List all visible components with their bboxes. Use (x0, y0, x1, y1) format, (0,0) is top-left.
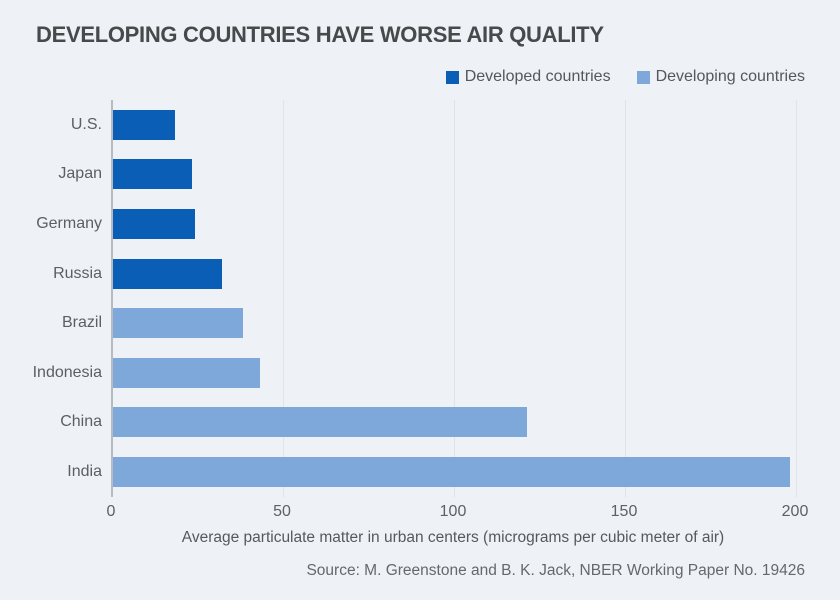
category-label: Germany (36, 214, 102, 232)
x-tick-label-200: 200 (781, 503, 809, 520)
source-note: Source: M. Greenstone and B. K. Jack, NB… (306, 562, 805, 579)
category-label: India (67, 462, 102, 480)
bar-japan (113, 159, 192, 190)
category-label: Russia (53, 264, 102, 282)
bar-row-us: U.S. (71, 100, 797, 150)
gridline-100 (454, 100, 455, 497)
bar-row-china: China (60, 398, 797, 448)
category-label: Indonesia (32, 363, 102, 381)
legend-item-developed: Developed countries (445, 68, 611, 86)
bar-rows: U.S. Japan Germany Russia Brazil Indonesia Chi… (33, 100, 797, 497)
bar-row-germany: Germany (36, 199, 797, 249)
category-label: Japan (58, 165, 102, 183)
legend: Developed countries Developing countries (445, 68, 805, 86)
bar-india (113, 456, 791, 487)
x-axis-label: Average particulate matter in urban cent… (181, 529, 725, 546)
category-label: Brazil (61, 314, 102, 332)
x-tick-label-0: 0 (106, 503, 116, 520)
bar-indonesia (113, 357, 261, 388)
bar-russia (113, 258, 223, 289)
legend-label-developed: Developed countries (464, 68, 611, 85)
legend-label-developing: Developing countries (655, 68, 805, 85)
x-axis-ticks: 0 50 100 150 200 (107, 503, 809, 521)
x-tick-label-50: 50 (273, 503, 291, 520)
bar-germany (113, 208, 196, 239)
bar-brazil (113, 308, 243, 339)
x-tick-label-150: 150 (610, 503, 638, 520)
plot-area: U.S. Japan Germany Russia Brazil Indonesia Chi… (33, 100, 797, 497)
legend-item-developing: Developing countries (636, 68, 805, 86)
gridline-200 (796, 100, 797, 497)
x-tick-label-100: 100 (439, 503, 467, 520)
gridline-150 (625, 100, 626, 497)
gridline-50 (283, 100, 284, 497)
bar-us (113, 109, 175, 140)
bar-row-india: India (67, 447, 797, 497)
bar-china (113, 407, 527, 438)
developing-swatch-icon (636, 70, 650, 84)
bar-row-russia: Russia (53, 249, 797, 299)
category-label: China (60, 413, 102, 431)
chart-title: DEVELOPING COUNTRIES HAVE WORSE AIR QUAL… (36, 22, 604, 47)
bar-row-japan: Japan (58, 150, 797, 200)
bar-row-indonesia: Indonesia (33, 348, 797, 398)
category-label: U.S. (70, 115, 102, 133)
bar-row-brazil: Brazil (62, 298, 797, 348)
developed-swatch-icon (445, 70, 459, 84)
